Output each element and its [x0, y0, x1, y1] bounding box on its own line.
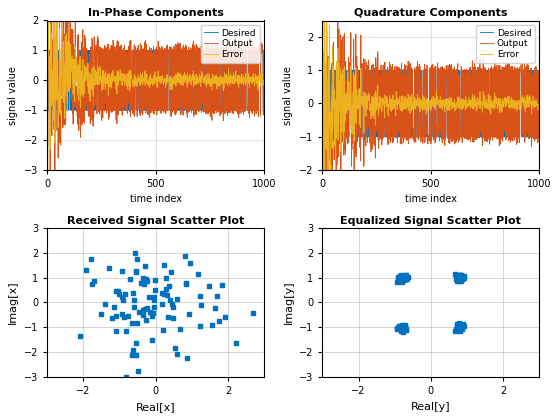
Error	[140, 75, 147, 80]
Error	[415, 98, 422, 103]
Legend: Desired, Output, Error: Desired, Output, Error	[201, 25, 260, 63]
Title: Received Signal Scatter Plot: Received Signal Scatter Plot	[67, 215, 244, 226]
X-axis label: time index: time index	[405, 194, 457, 205]
Error	[132, 81, 139, 87]
Output	[321, 252, 328, 257]
Output	[415, 65, 422, 70]
Line: Output: Output	[323, 0, 539, 254]
Desired	[193, 108, 200, 113]
Output	[140, 105, 147, 110]
Output	[132, 52, 139, 57]
Error	[213, 80, 220, 85]
Desired	[536, 134, 543, 139]
Desired	[492, 134, 499, 139]
Output	[468, 131, 475, 136]
Desired	[44, 48, 51, 53]
Line: Desired: Desired	[47, 50, 264, 110]
Output	[193, 112, 200, 117]
Error	[492, 94, 499, 99]
Error	[217, 81, 224, 86]
Title: Equalized Signal Scatter Plot: Equalized Signal Scatter Plot	[340, 215, 521, 226]
X-axis label: Real[y]: Real[y]	[411, 402, 451, 412]
Desired	[213, 108, 220, 113]
Output	[67, 34, 73, 39]
Desired	[415, 68, 422, 73]
Error	[488, 101, 495, 106]
Desired	[407, 68, 414, 73]
Output	[46, 177, 53, 182]
Error	[67, 64, 73, 69]
Desired	[139, 48, 146, 53]
Desired	[468, 134, 475, 139]
Output	[213, 110, 220, 116]
Output	[407, 74, 414, 79]
Y-axis label: signal value: signal value	[8, 66, 18, 125]
Output	[319, 167, 326, 172]
Desired	[342, 134, 348, 139]
Error	[319, 200, 326, 205]
Line: Desired: Desired	[323, 70, 539, 136]
Y-axis label: signal value: signal value	[283, 66, 293, 125]
Desired	[261, 108, 268, 113]
Error	[536, 99, 543, 104]
Y-axis label: Imag[y]: Imag[y]	[283, 281, 293, 324]
X-axis label: Real[x]: Real[x]	[136, 402, 176, 412]
Output	[217, 110, 224, 116]
Output	[261, 110, 268, 115]
Error	[407, 107, 414, 112]
Output	[536, 132, 543, 137]
Desired	[44, 108, 50, 113]
Line: Error: Error	[323, 0, 539, 221]
Output	[488, 68, 495, 73]
Error	[261, 80, 268, 85]
Desired	[488, 68, 495, 73]
Error	[468, 98, 475, 103]
X-axis label: time index: time index	[130, 194, 182, 205]
Title: Quadrature Components: Quadrature Components	[354, 8, 508, 18]
Line: Error: Error	[47, 0, 264, 175]
Error	[342, 102, 348, 107]
Title: In-Phase Components: In-Phase Components	[88, 8, 224, 18]
Output	[492, 127, 499, 132]
Desired	[217, 108, 224, 113]
Error	[44, 66, 50, 71]
Desired	[319, 68, 326, 73]
Error	[46, 172, 53, 177]
Desired	[132, 48, 138, 53]
Legend: Desired, Output, Error: Desired, Output, Error	[476, 25, 535, 63]
Line: Output: Output	[47, 0, 264, 179]
Y-axis label: Imag[x]: Imag[x]	[8, 281, 18, 324]
Output	[342, 68, 348, 74]
Output	[44, 96, 50, 101]
Desired	[319, 134, 326, 139]
Desired	[66, 48, 73, 53]
Error	[321, 218, 328, 223]
Error	[193, 82, 200, 87]
